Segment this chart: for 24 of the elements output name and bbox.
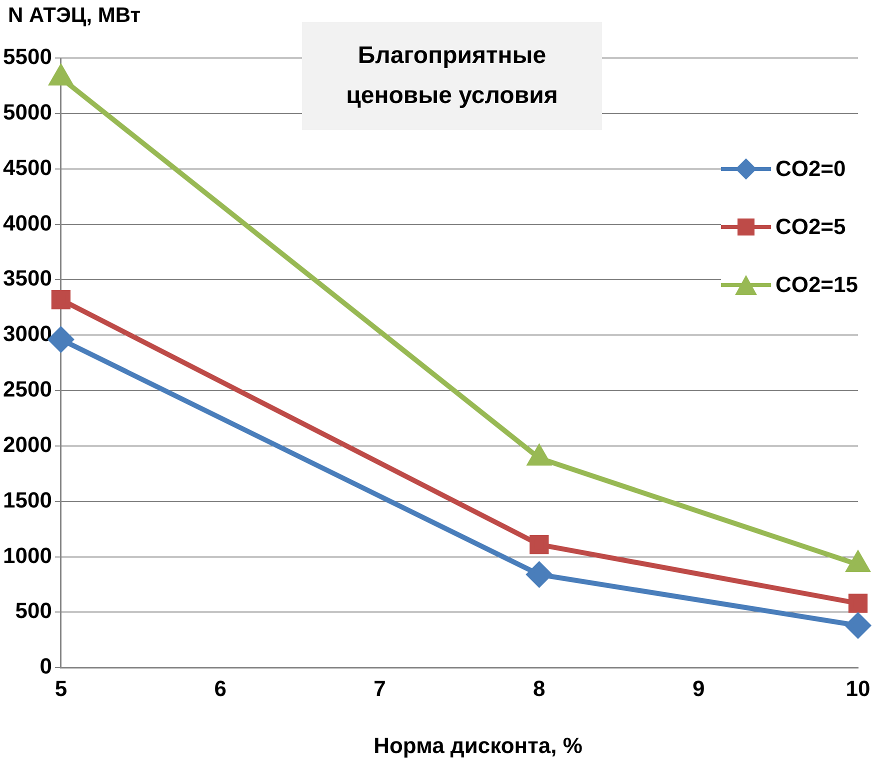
title-box: Благоприятные ценовые условия (302, 22, 602, 130)
y-tick-label: 4500 (2, 154, 52, 180)
legend-label: CO2=0 (775, 156, 846, 182)
legend-label: CO2=15 (775, 272, 858, 298)
y-tick-label: 1000 (2, 542, 52, 568)
y-tick-label: 2500 (2, 376, 52, 402)
y-tick-label: 4000 (2, 210, 52, 236)
y-tick-label: 3500 (2, 266, 52, 291)
x-tick-label: 5 (54, 676, 68, 701)
y-tick-label: 2000 (2, 432, 52, 457)
x-tick-label: 6 (214, 676, 226, 701)
y-tick-label: 500 (15, 598, 52, 624)
x-tick-label: 9 (692, 676, 705, 701)
legend-label: CO2=5 (775, 214, 846, 240)
y-tick-label: 0 (40, 654, 52, 679)
x-tick-label: 10 (846, 676, 870, 701)
x-tick-label: 7 (374, 676, 386, 701)
y-tick-label: 5000 (2, 99, 52, 124)
y-tick-label: 1500 (2, 487, 52, 512)
y-tick-label: 5500 (2, 44, 52, 70)
x-tick-label: 8 (533, 676, 546, 701)
x-axis-title: Норма дисконта, % (372, 733, 584, 759)
y-axis-title: N АТЭЦ, МВт (8, 4, 141, 28)
y-tick-label: 3000 (2, 321, 52, 346)
